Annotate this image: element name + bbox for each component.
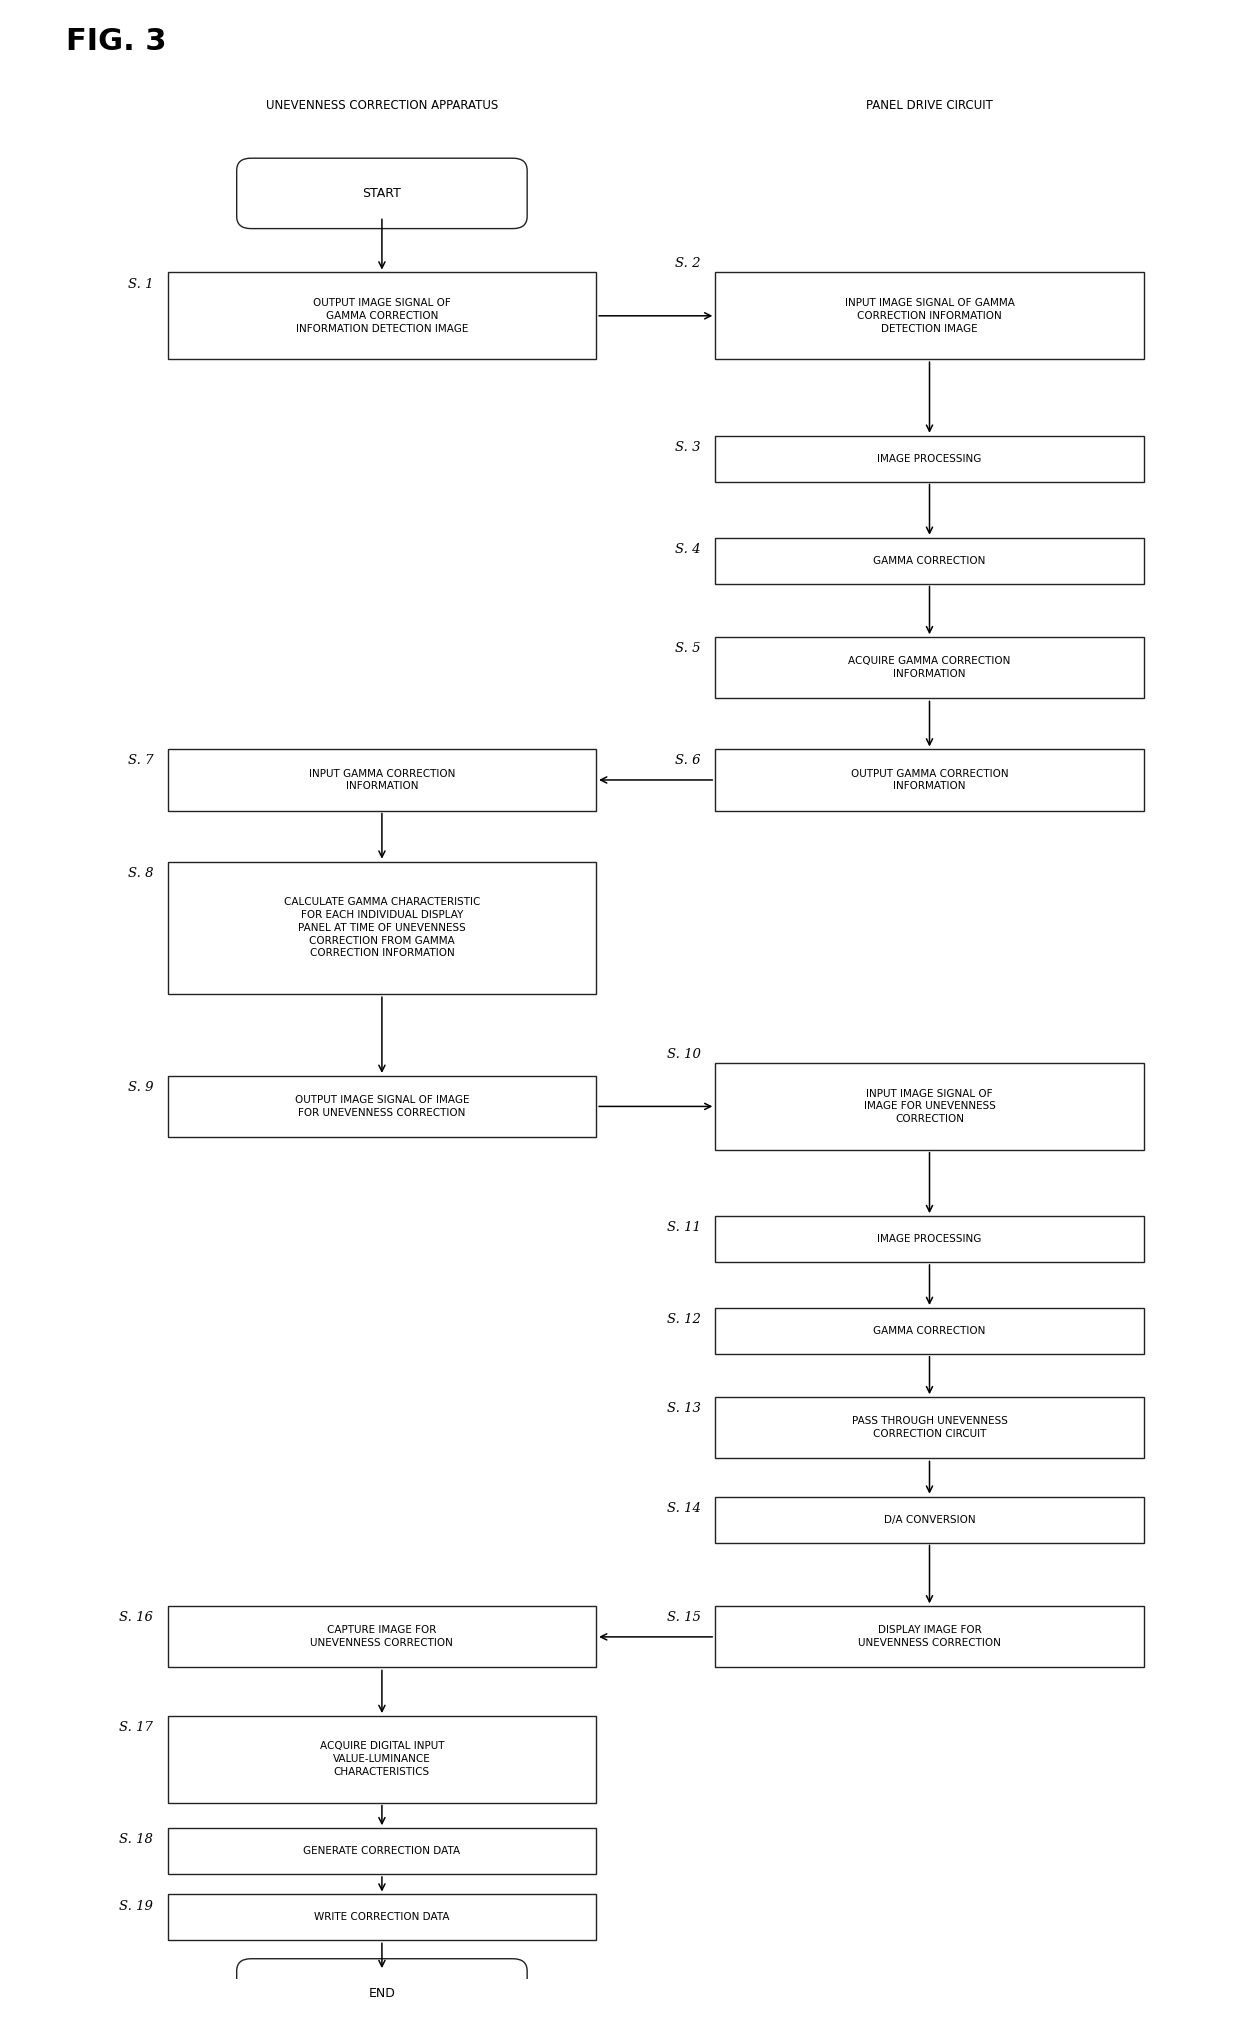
Text: S. 12: S. 12 [667,1312,701,1326]
Text: CAPTURE IMAGE FOR
UNEVENNESS CORRECTION: CAPTURE IMAGE FOR UNEVENNESS CORRECTION [310,1625,454,1648]
FancyBboxPatch shape [167,1894,596,1940]
Text: IMAGE PROCESSING: IMAGE PROCESSING [878,1234,982,1244]
Text: START: START [362,188,402,200]
Text: S. 18: S. 18 [119,1833,154,1845]
Text: S. 11: S. 11 [667,1221,701,1234]
Text: UNEVENNESS CORRECTION APPARATUS: UNEVENNESS CORRECTION APPARATUS [265,99,498,111]
FancyBboxPatch shape [715,1397,1143,1458]
FancyBboxPatch shape [715,436,1143,483]
Text: INPUT IMAGE SIGNAL OF GAMMA
CORRECTION INFORMATION
DETECTION IMAGE: INPUT IMAGE SIGNAL OF GAMMA CORRECTION I… [844,299,1014,333]
Text: IMAGE PROCESSING: IMAGE PROCESSING [878,454,982,464]
FancyBboxPatch shape [167,1716,596,1803]
Text: PASS THROUGH UNEVENNESS
CORRECTION CIRCUIT: PASS THROUGH UNEVENNESS CORRECTION CIRCU… [852,1417,1007,1440]
Text: ACQUIRE DIGITAL INPUT
VALUE-LUMINANCE
CHARACTERISTICS: ACQUIRE DIGITAL INPUT VALUE-LUMINANCE CH… [320,1742,444,1777]
Text: DISPLAY IMAGE FOR
UNEVENNESS CORRECTION: DISPLAY IMAGE FOR UNEVENNESS CORRECTION [858,1625,1001,1648]
Text: S. 6: S. 6 [676,755,701,767]
Text: S. 14: S. 14 [667,1502,701,1514]
Text: FIG. 3: FIG. 3 [67,26,167,57]
FancyBboxPatch shape [715,1496,1143,1543]
Text: S. 19: S. 19 [119,1900,154,1912]
Text: GENERATE CORRECTION DATA: GENERATE CORRECTION DATA [304,1845,460,1855]
Text: S. 9: S. 9 [128,1080,154,1094]
Text: S. 10: S. 10 [667,1048,701,1060]
Text: INPUT GAMMA CORRECTION
INFORMATION: INPUT GAMMA CORRECTION INFORMATION [309,769,455,791]
FancyBboxPatch shape [237,1958,527,2019]
Text: S. 4: S. 4 [676,543,701,555]
Text: GAMMA CORRECTION: GAMMA CORRECTION [873,555,986,565]
Text: WRITE CORRECTION DATA: WRITE CORRECTION DATA [314,1912,450,1922]
Text: OUTPUT GAMMA CORRECTION
INFORMATION: OUTPUT GAMMA CORRECTION INFORMATION [851,769,1008,791]
FancyBboxPatch shape [167,1076,596,1137]
Text: S. 2: S. 2 [676,256,701,271]
FancyBboxPatch shape [237,157,527,228]
FancyBboxPatch shape [715,1215,1143,1262]
Text: S. 5: S. 5 [676,642,701,656]
FancyBboxPatch shape [715,273,1143,359]
FancyBboxPatch shape [715,1064,1143,1149]
FancyBboxPatch shape [167,1607,596,1668]
FancyBboxPatch shape [715,638,1143,699]
Text: GAMMA CORRECTION: GAMMA CORRECTION [873,1326,986,1337]
Text: OUTPUT IMAGE SIGNAL OF IMAGE
FOR UNEVENNESS CORRECTION: OUTPUT IMAGE SIGNAL OF IMAGE FOR UNEVENN… [295,1094,469,1119]
FancyBboxPatch shape [715,1607,1143,1668]
Text: S. 7: S. 7 [128,755,154,767]
Text: S. 1: S. 1 [128,277,154,291]
Text: S. 15: S. 15 [667,1611,701,1625]
FancyBboxPatch shape [167,1827,596,1874]
Text: S. 3: S. 3 [676,440,701,454]
Text: S. 16: S. 16 [119,1611,154,1625]
Text: INPUT IMAGE SIGNAL OF
IMAGE FOR UNEVENNESS
CORRECTION: INPUT IMAGE SIGNAL OF IMAGE FOR UNEVENNE… [863,1088,996,1125]
Text: ACQUIRE GAMMA CORRECTION
INFORMATION: ACQUIRE GAMMA CORRECTION INFORMATION [848,656,1011,678]
Text: END: END [368,1987,396,2001]
FancyBboxPatch shape [715,1308,1143,1355]
Text: S. 17: S. 17 [119,1720,154,1734]
FancyBboxPatch shape [715,537,1143,583]
FancyBboxPatch shape [167,273,596,359]
Text: PANEL DRIVE CIRCUIT: PANEL DRIVE CIRCUIT [866,99,993,111]
FancyBboxPatch shape [167,749,596,810]
Text: CALCULATE GAMMA CHARACTERISTIC
FOR EACH INDIVIDUAL DISPLAY
PANEL AT TIME OF UNEV: CALCULATE GAMMA CHARACTERISTIC FOR EACH … [284,896,480,959]
Text: S. 8: S. 8 [128,866,154,880]
FancyBboxPatch shape [715,749,1143,810]
FancyBboxPatch shape [167,862,596,993]
Text: OUTPUT IMAGE SIGNAL OF
GAMMA CORRECTION
INFORMATION DETECTION IMAGE: OUTPUT IMAGE SIGNAL OF GAMMA CORRECTION … [295,299,469,333]
Text: D/A CONVERSION: D/A CONVERSION [884,1514,976,1524]
Text: S. 13: S. 13 [667,1403,701,1415]
